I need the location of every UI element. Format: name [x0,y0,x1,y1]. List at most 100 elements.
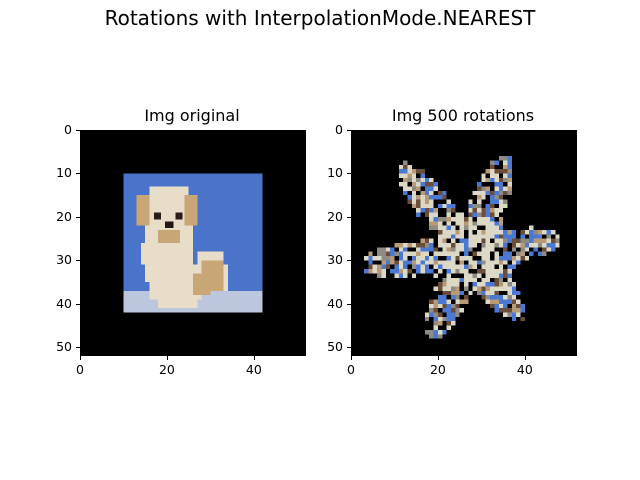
rotated-pixel-634 [433,312,438,317]
rotated-pixel-219 [490,229,495,235]
left-ytick-label: 20 [56,208,72,224]
rotated-pixel-623 [455,308,460,313]
rotated-pixel-486 [455,269,460,274]
rotated-pixel-452 [424,264,430,270]
rotated-pixel-22 [494,169,499,174]
rotated-pixel-275 [520,238,525,243]
right-ytick-mark [347,216,351,218]
rotated-pixel-593 [455,299,460,304]
rotated-pixel-478 [407,269,412,274]
rotated-pixel-126 [446,203,451,209]
rotated-pixel-487 [459,269,464,274]
rotated-pixel-40 [420,177,425,183]
rotated-pixel-297 [455,243,460,248]
rotated-pixel-254 [546,234,551,239]
rotated-pixel-440 [516,260,521,265]
rotated-pixel-64 [411,186,417,191]
right-xtick-label: 0 [347,362,355,377]
rotated-pixel-664 [437,334,443,339]
rotated-pixel-355 [403,251,408,257]
rotated-pixel-201 [464,225,469,230]
puppy-fur-5 [145,264,202,283]
rotated-pixel-311 [524,243,530,248]
rotated-pixel-539 [494,282,499,287]
right-xtick-label: 20 [429,362,446,377]
rotated-pixel-513 [503,273,508,278]
rotated-pixel-599 [498,299,504,304]
rotated-pixel-120 [416,203,421,209]
rotated-pixel-662 [429,334,434,339]
left-xtick-label: 20 [158,362,175,377]
rotated-pixel-10 [407,164,412,170]
rotated-pixel-507 [472,273,478,278]
rotated-pixel-59 [494,182,499,187]
rotated-pixel-0 [498,156,504,161]
rotated-pixel-377 [529,251,534,257]
rotated-pixel-231 [546,229,551,235]
rotated-pixel-66 [424,186,430,191]
rotated-pixel-556 [494,286,499,291]
rotated-pixel-255 [555,234,560,239]
rotated-pixel-503 [433,273,438,278]
rotated-pixel-168 [446,216,451,222]
rotated-pixel-386 [390,256,395,261]
rotated-pixel-107 [411,199,417,204]
rotated-pixel-613 [498,303,504,309]
rotated-pixel-7 [507,160,512,165]
rotated-pixel-9 [403,164,408,170]
rotated-pixel-615 [511,303,517,309]
rotated-pixel-617 [520,303,525,309]
rotated-pixel-182 [446,221,451,226]
rotated-pixel-644 [433,316,438,322]
rotated-pixel-612 [494,303,499,309]
rotated-pixel-105 [498,195,504,200]
rotated-pixel-642 [516,312,521,317]
rotated-pixel-82 [442,190,447,196]
rotated-pixel-528 [437,282,443,287]
rotated-pixel-13 [507,164,512,170]
right-xtick-mark [524,356,526,360]
rotated-pixel-250 [520,234,525,239]
rotated-pixel-638 [455,312,460,317]
puppy-fur-4 [140,243,193,265]
rotated-pixel-663 [433,334,438,339]
rotated-pixel-141 [450,208,456,213]
rotated-pixel-127 [450,203,456,209]
rotated-pixel-439 [511,260,517,265]
rotated-pixel-238 [459,234,464,239]
rotated-pixel-305 [494,243,499,248]
rotated-pixel-567 [477,290,482,296]
rotated-pixel-350 [381,251,386,257]
rotated-pixel-527 [507,277,512,283]
rotated-pixel-340 [503,247,508,252]
rotated-pixel-5 [494,160,499,165]
rotated-pixel-117 [498,199,504,204]
rotated-pixel-81 [437,190,443,196]
rotated-pixel-632 [424,312,430,317]
rotated-pixel-618 [429,308,434,313]
rotated-pixel-563 [450,290,456,296]
rotated-pixel-262 [459,238,464,243]
rotated-pixel-171 [459,216,464,222]
rotated-pixel-135 [416,208,421,213]
rotated-pixel-91 [507,190,512,196]
rotated-pixel-609 [450,303,456,309]
rotated-pixel-418 [407,260,412,265]
rotated-pixel-448 [403,264,408,270]
rotated-pixel-472 [377,269,382,274]
rotated-pixel-264 [468,238,473,243]
rotated-pixel-47 [498,177,504,183]
rotated-pixel-195 [433,225,438,230]
rotated-pixel-462 [472,264,478,270]
rotated-pixel-326 [420,247,425,252]
rotated-pixel-592 [446,299,451,304]
rotated-pixel-184 [459,221,464,226]
rotated-pixel-18 [416,169,421,174]
rotated-pixel-571 [494,290,499,296]
rotated-pixel-158 [472,212,478,217]
rotated-pixel-67 [429,186,434,191]
rotated-pixel-526 [498,277,504,283]
rotated-pixel-285 [398,243,404,248]
rotated-pixel-148 [494,208,499,213]
rotated-pixel-253 [537,234,543,239]
